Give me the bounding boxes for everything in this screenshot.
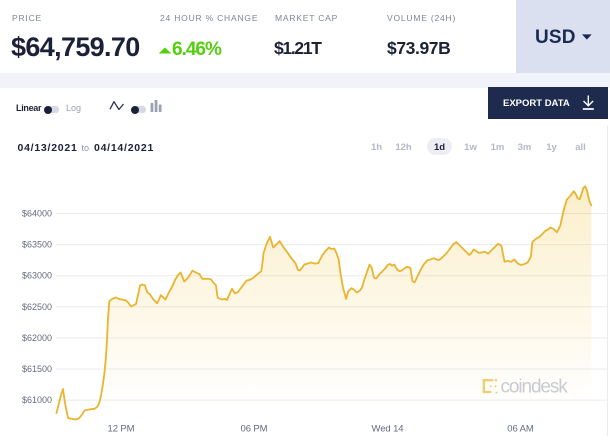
svg-text:Wed 14: Wed 14 — [372, 424, 404, 435]
svg-text:06 AM: 06 AM — [507, 424, 534, 435]
svg-text:$62500: $62500 — [22, 302, 52, 312]
svg-text:$63500: $63500 — [22, 240, 52, 250]
svg-text:06 PM: 06 PM — [241, 424, 268, 435]
svg-text:12 PM: 12 PM — [108, 424, 135, 435]
svg-text:$64000: $64000 — [22, 209, 52, 219]
svg-text:$62000: $62000 — [22, 333, 52, 343]
svg-text:$63000: $63000 — [22, 271, 52, 281]
svg-text:$61000: $61000 — [22, 395, 52, 405]
svg-text:$61500: $61500 — [22, 364, 52, 374]
